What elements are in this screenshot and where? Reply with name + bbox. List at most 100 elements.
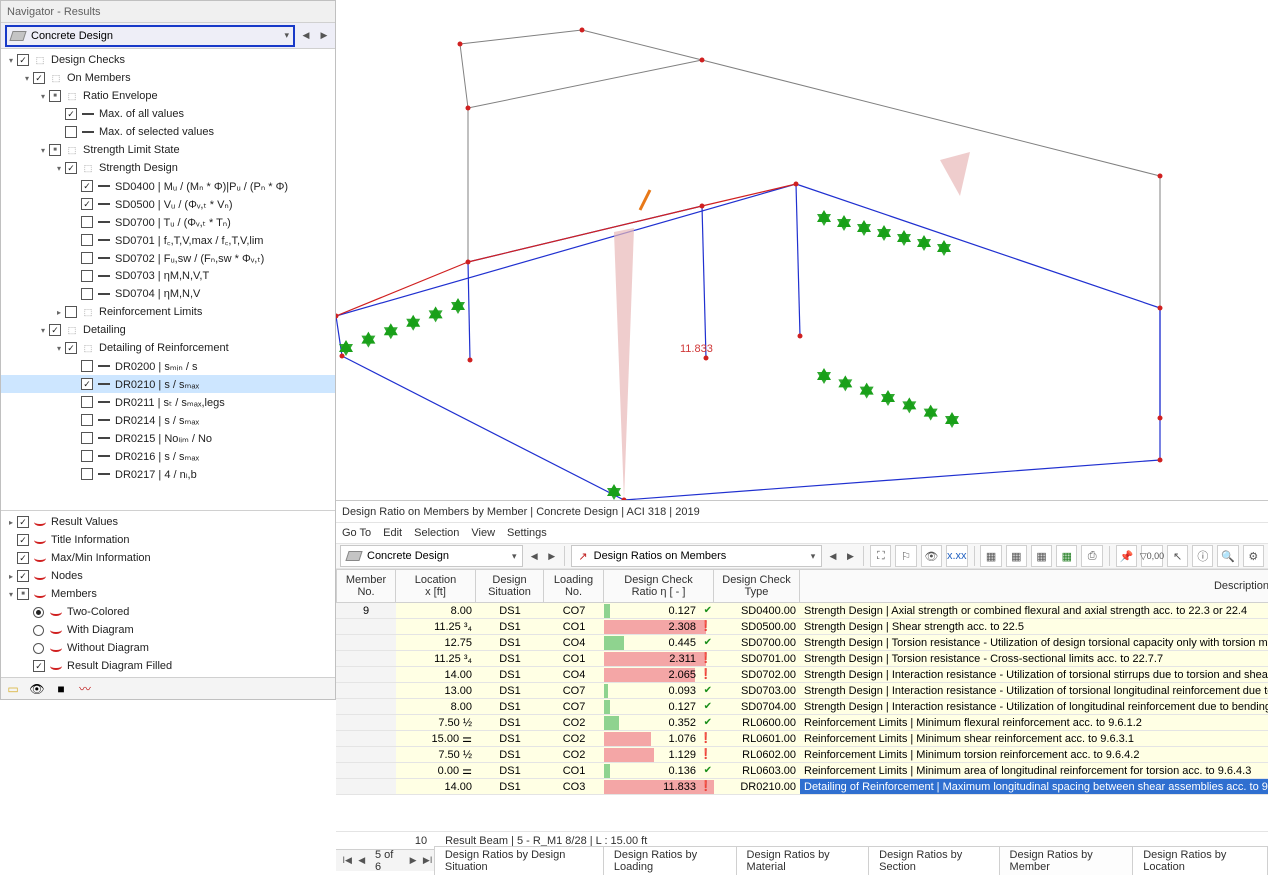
- expander-icon[interactable]: ▾: [5, 56, 17, 65]
- tree-item[interactable]: Result Diagram Filled: [1, 657, 335, 675]
- radio[interactable]: [33, 643, 44, 654]
- expander-icon[interactable]: ▾: [37, 326, 49, 335]
- menu-settings[interactable]: Settings: [507, 527, 547, 539]
- checkbox[interactable]: [81, 180, 93, 192]
- checkbox[interactable]: [65, 108, 77, 120]
- prev-ratio-button[interactable]: ◀: [826, 545, 839, 567]
- table-row[interactable]: 12.75DS1CO40.445✔SD0700.00Strength Desig…: [336, 635, 1268, 651]
- checkbox[interactable]: [81, 414, 93, 426]
- checkbox[interactable]: [17, 54, 29, 66]
- tree-item[interactable]: DR0200 | sₘᵢₙ / s: [1, 357, 335, 375]
- next-ratio-button[interactable]: ▶: [844, 545, 857, 567]
- toolbar-ratios-combo[interactable]: ↗ Design Ratios on Members ▾: [571, 545, 822, 567]
- checkbox[interactable]: [65, 126, 77, 138]
- expander-icon[interactable]: ▾: [53, 164, 65, 173]
- next-design-button[interactable]: ▶: [545, 545, 558, 567]
- checkbox[interactable]: [81, 198, 93, 210]
- table-row[interactable]: 14.00DS1CO311.833❗DR0210.00Detailing of …: [336, 779, 1268, 795]
- tree-item[interactable]: Max. of selected values: [1, 123, 335, 141]
- checkbox[interactable]: [49, 90, 61, 102]
- checkbox[interactable]: [65, 342, 77, 354]
- toolbar-design-combo[interactable]: Concrete Design ▾: [340, 545, 523, 567]
- navigator-category-combo[interactable]: Concrete Design ▾: [5, 25, 295, 47]
- tree-item[interactable]: ▾On Members: [1, 69, 335, 87]
- checkbox[interactable]: [65, 306, 77, 318]
- col-type[interactable]: Design CheckType: [714, 569, 800, 603]
- col-situation[interactable]: DesignSituation: [476, 569, 544, 603]
- tree-item[interactable]: SD0703 | ηM,N,V,T: [1, 267, 335, 285]
- checkbox[interactable]: [81, 450, 93, 462]
- camera-icon[interactable]: ■: [53, 681, 69, 697]
- comment-icon[interactable]: ▭: [5, 681, 21, 697]
- checkbox[interactable]: [17, 534, 29, 546]
- table-row[interactable]: 7.50 ½DS1CO20.352✔RL0600.00Reinforcement…: [336, 715, 1268, 731]
- prev-design-button[interactable]: ◀: [527, 545, 540, 567]
- tree-item[interactable]: DR0216 | s / sₘₐₓ: [1, 447, 335, 465]
- checkbox[interactable]: [49, 324, 61, 336]
- tree-item[interactable]: DR0211 | sₜ / sₘₐₓ,legs: [1, 393, 335, 411]
- last-page-button[interactable]: ▶I: [420, 852, 434, 870]
- tree-item[interactable]: Without Diagram: [1, 639, 335, 657]
- checkbox[interactable]: [17, 516, 29, 528]
- select-icon[interactable]: ⛶: [870, 545, 891, 567]
- tree-item[interactable]: ▸Nodes: [1, 567, 335, 585]
- checkbox[interactable]: [81, 288, 93, 300]
- checkbox[interactable]: [17, 570, 29, 582]
- checkbox[interactable]: [81, 360, 93, 372]
- tree-item[interactable]: Max/Min Information: [1, 549, 335, 567]
- tree-item[interactable]: SD0701 | f꜀,T,V,max / f꜀,T,V,lim: [1, 231, 335, 249]
- expander-icon[interactable]: ▸: [5, 572, 17, 581]
- excel-icon[interactable]: ▦: [1056, 545, 1077, 567]
- col-location[interactable]: Locationx [ft]: [396, 569, 476, 603]
- menu-selection[interactable]: Selection: [414, 527, 459, 539]
- tree-item[interactable]: DR0210 | s / sₘₐₓ: [1, 375, 335, 393]
- tree-item[interactable]: ▾Design Checks: [1, 51, 335, 69]
- checkbox[interactable]: [49, 144, 61, 156]
- menu-edit[interactable]: Edit: [383, 527, 402, 539]
- tree-item[interactable]: Max. of all values: [1, 105, 335, 123]
- pin-icon[interactable]: 📌: [1116, 545, 1137, 567]
- tree-item[interactable]: Two-Colored: [1, 603, 335, 621]
- navigator-display-tree[interactable]: ▸Result ValuesTitle InformationMax/Min I…: [1, 510, 335, 677]
- table-row[interactable]: 13.00DS1CO70.093✔SD0703.00Strength Desig…: [336, 683, 1268, 699]
- menu-go-to[interactable]: Go To: [342, 527, 371, 539]
- tree-item[interactable]: DR0214 | s / sₘₐₓ: [1, 411, 335, 429]
- table-row[interactable]: 8.00DS1CO70.127✔SD0704.00Strength Design…: [336, 699, 1268, 715]
- checkbox[interactable]: [17, 588, 29, 600]
- settings-icon[interactable]: ⚙: [1243, 545, 1264, 567]
- tree-item[interactable]: SD0500 | Vᵤ / (Φᵥ,ₜ * Vₙ): [1, 195, 335, 213]
- tree-item[interactable]: SD0700 | Tᵤ / (Φᵥ,ₜ * Tₙ): [1, 213, 335, 231]
- radio[interactable]: [33, 625, 44, 636]
- search-icon[interactable]: 🔍: [1217, 545, 1238, 567]
- print-icon[interactable]: ⎙: [1081, 545, 1102, 567]
- col-member[interactable]: MemberNo.: [336, 569, 396, 603]
- expander-icon[interactable]: ▾: [53, 344, 65, 353]
- next-page-button[interactable]: ▶: [406, 852, 420, 870]
- checkbox[interactable]: [81, 396, 93, 408]
- table-row[interactable]: 0.00 ⚌DS1CO10.136✔RL0603.00Reinforcement…: [336, 763, 1268, 779]
- checkbox[interactable]: [81, 432, 93, 444]
- tree-item[interactable]: Title Information: [1, 531, 335, 549]
- tree-item[interactable]: ▾Strength Design: [1, 159, 335, 177]
- filter-icon[interactable]: ⚐: [895, 545, 916, 567]
- expander-icon[interactable]: ▸: [5, 518, 17, 527]
- next-category-button[interactable]: ▶: [317, 25, 331, 47]
- checkbox[interactable]: [65, 162, 77, 174]
- tree-item[interactable]: With Diagram: [1, 621, 335, 639]
- tree-item[interactable]: SD0704 | ηM,N,V: [1, 285, 335, 303]
- model-viewport[interactable]: 11.833: [336, 0, 1268, 500]
- checkbox[interactable]: [81, 468, 93, 480]
- col-loading[interactable]: LoadingNo.: [544, 569, 604, 603]
- info-icon[interactable]: ⓘ: [1192, 545, 1213, 567]
- expander-icon[interactable]: ▾: [37, 92, 49, 101]
- zero-icon[interactable]: ▽0,00: [1141, 545, 1163, 567]
- checkbox[interactable]: [33, 72, 45, 84]
- tree-item[interactable]: ▾Strength Limit State: [1, 141, 335, 159]
- table3-icon[interactable]: ▦: [1031, 545, 1052, 567]
- tree-item[interactable]: SD0400 | Mᵤ / (Mₙ * Φ)|Pᵤ / (Pₙ * Φ): [1, 177, 335, 195]
- curve-icon[interactable]: 〰: [77, 681, 93, 697]
- table-row[interactable]: 11.25 ³₄DS1CO12.308❗SD0500.00Strength De…: [336, 619, 1268, 635]
- expander-icon[interactable]: ▾: [21, 74, 33, 83]
- tree-item[interactable]: DR0215 | Noₗᵢₘ / No: [1, 429, 335, 447]
- prev-category-button[interactable]: ◀: [299, 25, 313, 47]
